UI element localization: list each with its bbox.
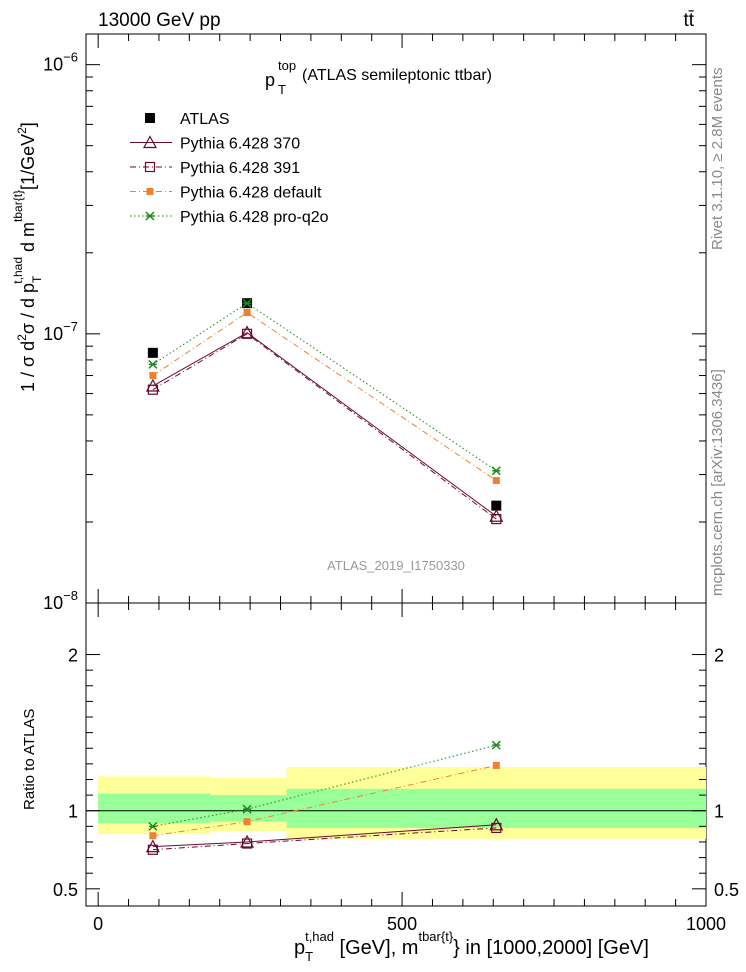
data-point-3-2 — [492, 477, 500, 485]
analysis-watermark: ATLAS_2019_I1750330 — [327, 558, 465, 573]
plot-title-p: p — [265, 70, 275, 90]
legend-label-0: ATLAS — [180, 111, 230, 128]
ratio-point-0-1 — [240, 834, 255, 848]
y-tick-label-ratio-right: 1 — [714, 802, 724, 822]
plot-title-sub: T — [278, 82, 286, 97]
svg-text:pTt,had [GeV], mtbar{t}} in [1: pTt,had [GeV], mtbar{t}} in [1000,2000] … — [294, 929, 649, 964]
data-point-1-2 — [489, 509, 504, 522]
legend-label-3: Pythia 6.428 default — [180, 185, 322, 202]
plot-title-sup: top — [278, 58, 296, 73]
plot-title: p top T (ATLAS semileptonic ttbar) — [265, 58, 492, 97]
y-tick-label-main: 10−7 — [43, 319, 78, 344]
data-point-2-2 — [491, 513, 502, 525]
ratio-point-3-1 — [242, 804, 252, 814]
main-panel-frame — [85, 33, 707, 604]
legend-label-2: Pythia 6.428 391 — [180, 160, 300, 177]
y-tick-label-ratio-left: 2 — [68, 646, 78, 666]
y-tick-label-main: 10−6 — [43, 50, 78, 75]
ratio-point-3-0 — [148, 821, 158, 831]
process-label: tt̄ — [683, 10, 694, 31]
y-axis-label-main: 1 / σ d2σ / d pTt,had d mtbar{t}[1/GeV2] — [11, 122, 44, 392]
ratio-point-3-2 — [491, 740, 501, 750]
ratio-band-green-0 — [98, 793, 211, 824]
y-tick-label-ratio-right: 0.5 — [714, 880, 739, 900]
data-point-4-0 — [148, 359, 158, 369]
x-axis-label: pTt,had [GeV], mtbar{t}} in [1000,2000] … — [294, 929, 649, 964]
y-tick-label-ratio-left: 1 — [68, 802, 78, 822]
y-tick-label-main: 10−8 — [43, 588, 78, 613]
ratio-point-1-2 — [491, 822, 502, 834]
ratio-band-green-2 — [286, 788, 706, 828]
y-axis-label-ratio: Ratio to ATLAS — [21, 709, 38, 810]
legend-marker-4 — [145, 211, 155, 221]
ratio-point-1-1 — [241, 838, 253, 849]
legend-marker-0 — [145, 113, 155, 123]
series-line-1 — [152, 332, 497, 517]
rivet-version-label: Rivet 3.1.10, ≥ 2.8M events — [709, 68, 726, 251]
ratio-line-0 — [152, 824, 497, 848]
data-point-1-1 — [240, 325, 255, 339]
svg-text:1 / σ d2σ / d pTt,had d mtbar{: 1 / σ d2σ / d pTt,had d mtbar{t}[1/GeV2] — [11, 122, 44, 392]
ratio-point-1-0 — [147, 844, 158, 855]
data-point-4-2 — [491, 466, 501, 476]
legend-marker-2 — [144, 161, 156, 173]
data-point-2-0 — [147, 384, 158, 395]
ratio-point-2-2 — [492, 761, 500, 769]
data-point-3-1 — [243, 309, 251, 317]
plot-title-rest: (ATLAS semileptonic ttbar) — [302, 67, 492, 84]
legend-marker-1 — [142, 135, 158, 149]
ratio-point-2-1 — [243, 818, 251, 826]
legend-label-1: Pythia 6.428 370 — [180, 136, 300, 153]
ratio-point-0-0 — [145, 839, 160, 853]
data-point-0-2 — [491, 500, 502, 511]
ratio-axes: 0.5 0.5 1 1 2 2 0 500 1000 — [53, 603, 739, 934]
data-point-2-1 — [241, 328, 253, 339]
series-line-2 — [152, 333, 497, 520]
main-series — [145, 298, 504, 525]
data-point-4-1 — [242, 298, 252, 308]
ratio-uncertainty-bands — [86, 766, 706, 839]
ratio-panel-frame — [85, 602, 707, 907]
series-line-3 — [152, 311, 497, 481]
energy-label: 13000 GeV pp — [98, 10, 221, 31]
x-tick-label: 0 — [93, 914, 103, 934]
legend-label-4: Pythia 6.428 pro-q2o — [180, 209, 329, 226]
y-tick-label-ratio-right: 2 — [714, 646, 724, 666]
ratio-line-1 — [152, 827, 497, 851]
mcplots-label: mcplots.cern.ch [arXiv:1306.3436] — [709, 369, 726, 596]
data-point-3-0 — [149, 372, 157, 380]
x-tick-label: 1000 — [686, 914, 726, 934]
data-point-0-0 — [147, 347, 158, 358]
ratio-point-0-2 — [489, 817, 504, 831]
main-axes: 10−8 10−7 10−6 — [43, 34, 707, 613]
y-tick-label-ratio-left: 0.5 — [53, 880, 78, 900]
ratio-series — [145, 740, 504, 855]
legend: ATLAS Pythia 6.428 370 Pythia 6.428 391 Pyt… — [130, 111, 329, 226]
x-tick-label: 500 — [387, 914, 417, 934]
legend-marker-3 — [146, 188, 154, 195]
ratio-point-2-0 — [149, 832, 157, 840]
